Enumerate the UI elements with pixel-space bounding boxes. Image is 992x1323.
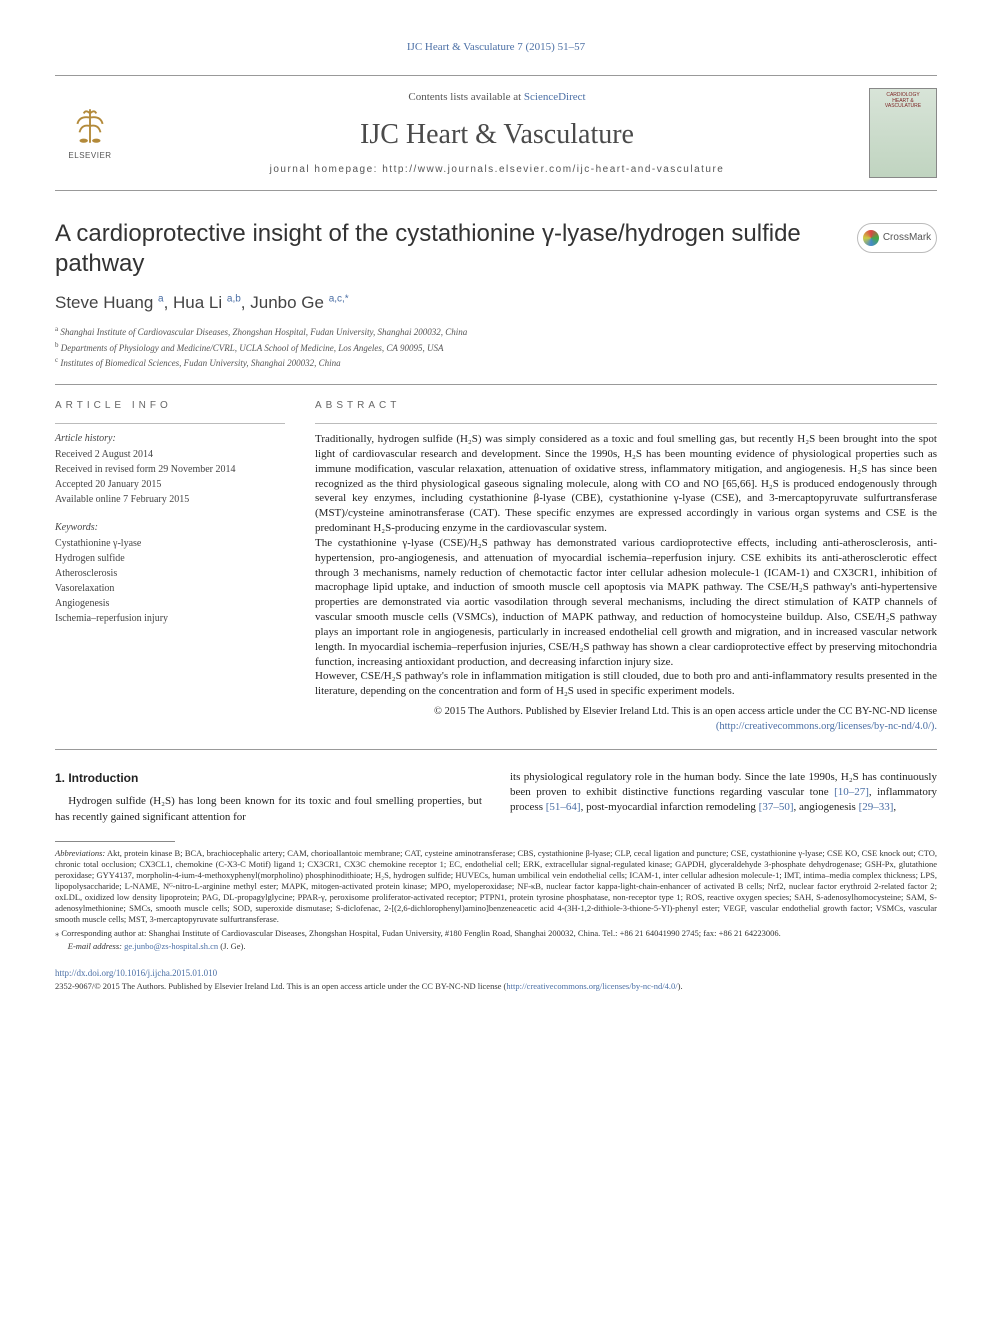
abstract-p3: However, CSE/H₂S pathway's role in infla…	[315, 669, 937, 699]
keyword: Vasorelaxation	[55, 582, 285, 596]
homepage-prefix: journal homepage:	[270, 164, 383, 175]
divider	[55, 749, 937, 750]
divider	[55, 384, 937, 385]
doi-link[interactable]: http://dx.doi.org/10.1016/j.ijcha.2015.0…	[55, 968, 217, 978]
homepage-url[interactable]: http://www.journals.elsevier.com/ijc-hea…	[382, 164, 724, 175]
journal-cover-thumbnail: CARDIOLOGY HEART & VASCULATURE	[869, 88, 937, 178]
cover-text-3: VASCULATURE	[885, 104, 921, 110]
intro-col2-d: , angiogenesis	[794, 801, 859, 813]
elsevier-tree-icon	[69, 105, 111, 147]
abstract-label: ABSTRACT	[315, 399, 937, 413]
intro-col2-e: ,	[893, 801, 896, 813]
copyright-block: © 2015 The Authors. Published by Elsevie…	[315, 705, 937, 734]
ref-link-51-64[interactable]: [51–64]	[546, 801, 581, 813]
intro-heading: 1. Introduction	[55, 770, 482, 787]
license-link[interactable]: (http://creativecommons.org/licenses/by-…	[716, 721, 937, 732]
ref-link-29-33[interactable]: [29–33]	[859, 801, 894, 813]
affiliations: a Shanghai Institute of Cardiovascular D…	[55, 325, 937, 370]
intro-col2-c: , post-myocardial infarction remodeling	[581, 801, 759, 813]
history-online: Available online 7 February 2015	[55, 493, 285, 507]
affiliation: b Departments of Physiology and Medicine…	[55, 341, 937, 355]
crossmark-label: CrossMark	[883, 231, 931, 245]
history-received: Received 2 August 2014	[55, 448, 285, 462]
affiliation: a Shanghai Institute of Cardiovascular D…	[55, 325, 937, 339]
email-label: E-mail address:	[68, 941, 122, 951]
history-accepted: Accepted 20 January 2015	[55, 478, 285, 492]
crossmark-badge[interactable]: CrossMark	[857, 223, 937, 253]
ref-link-10-27[interactable]: [10–27]	[834, 786, 869, 798]
doi-line: http://dx.doi.org/10.1016/j.ijcha.2015.0…	[55, 967, 937, 980]
authors: Steve Huang a, Hua Li a,b, Junbo Ge a,c,…	[55, 291, 937, 315]
abbrev-label: Abbreviations:	[55, 848, 105, 858]
abbrev-text: Akt, protein kinase B; BCA, brachiocepha…	[55, 848, 937, 924]
abstract-p1: Traditionally, hydrogen sulfide (H₂S) wa…	[315, 432, 937, 536]
license-footer-text: 2352-9067/© 2015 The Authors. Published …	[55, 981, 506, 991]
contents-prefix: Contents lists available at	[408, 91, 523, 103]
email-link[interactable]: ge.junbo@zs-hospital.sh.cn	[124, 941, 218, 951]
footnote-separator	[55, 841, 175, 842]
copyright-line: © 2015 The Authors. Published by Elsevie…	[434, 706, 937, 717]
ref-link-37-50[interactable]: [37–50]	[759, 801, 794, 813]
corresponding-author-footnote: ⁎ Corresponding author at: Shanghai Inst…	[55, 928, 937, 939]
article-info-label: ARTICLE INFO	[55, 399, 285, 413]
body-col-right: its physiological regulatory role in the…	[510, 770, 937, 826]
sciencedirect-link[interactable]: ScienceDirect	[524, 91, 586, 103]
publisher-name: ELSEVIER	[68, 150, 111, 161]
article-info-column: ARTICLE INFO Article history: Received 2…	[55, 399, 285, 735]
email-footnote: E-mail address: ge.junbo@zs-hospital.sh.…	[55, 941, 937, 952]
body-columns: 1. Introduction Hydrogen sulfide (H₂S) h…	[55, 770, 937, 826]
keyword: Cystathionine γ-lyase	[55, 537, 285, 551]
keyword: Ischemia–reperfusion injury	[55, 612, 285, 626]
journal-name: IJC Heart & Vasculature	[137, 115, 857, 154]
history-revised: Received in revised form 29 November 201…	[55, 463, 285, 477]
license-footer-link[interactable]: http://creativecommons.org/licenses/by-n…	[506, 981, 677, 991]
intro-col1-text: Hydrogen sulfide (H₂S) has long been kno…	[55, 794, 482, 825]
crossmark-icon	[863, 230, 879, 246]
contents-line: Contents lists available at ScienceDirec…	[137, 90, 857, 105]
keyword: Angiogenesis	[55, 597, 285, 611]
keyword: Atherosclerosis	[55, 567, 285, 581]
elsevier-logo: ELSEVIER	[55, 96, 125, 171]
masthead: ELSEVIER Contents lists available at Sci…	[55, 75, 937, 191]
homepage-line: journal homepage: http://www.journals.el…	[137, 163, 857, 177]
footnotes: Abbreviations: Akt, protein kinase B; BC…	[55, 848, 937, 952]
body-col-left: 1. Introduction Hydrogen sulfide (H₂S) h…	[55, 770, 482, 826]
affiliation: c Institutes of Biomedical Sciences, Fud…	[55, 356, 937, 370]
keywords-heading: Keywords:	[55, 521, 285, 535]
abbreviations-footnote: Abbreviations: Akt, protein kinase B; BC…	[55, 848, 937, 925]
running-header: IJC Heart & Vasculature 7 (2015) 51–57	[55, 40, 937, 55]
license-footer-close: ).	[678, 981, 683, 991]
abstract-column: ABSTRACT Traditionally, hydrogen sulfide…	[315, 399, 937, 735]
license-footer: 2352-9067/© 2015 The Authors. Published …	[55, 981, 937, 993]
history-heading: Article history:	[55, 432, 285, 446]
keywords-block: Keywords: Cystathionine γ-lyaseHydrogen …	[55, 521, 285, 626]
abstract-p2: The cystathionine γ-lyase (CSE)/H₂S path…	[315, 536, 937, 670]
article-history: Article history: Received 2 August 2014 …	[55, 423, 285, 507]
article-title: A cardioprotective insight of the cystat…	[55, 219, 841, 279]
email-suffix: (J. Ge).	[218, 941, 245, 951]
keyword: Hydrogen sulfide	[55, 552, 285, 566]
